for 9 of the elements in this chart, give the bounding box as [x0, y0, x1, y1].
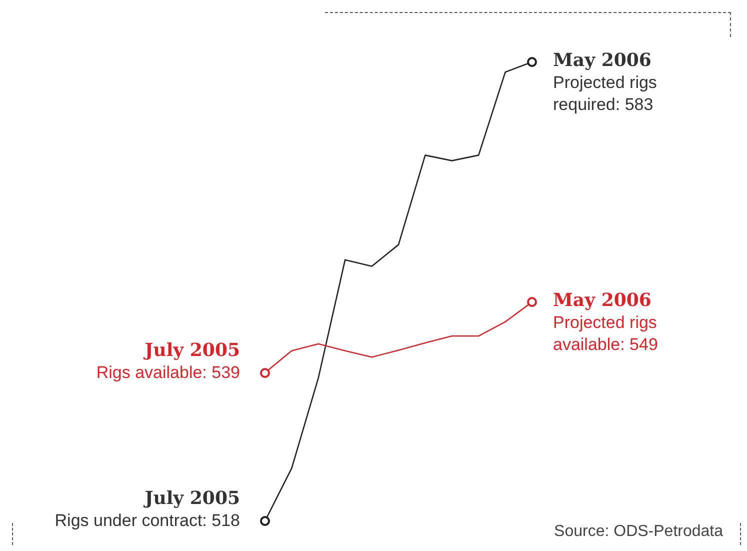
text: May 2006: [553, 50, 652, 72]
text: May 2006: [553, 290, 652, 312]
text: Rigs under contract: 518: [54, 510, 240, 532]
text: Rigs available: 539: [96, 362, 240, 384]
source-note: Source: ODS-Petrodata: [554, 523, 723, 541]
text: Projected rigs required: 583: [553, 72, 658, 116]
text: Projected rigs available: 549: [553, 312, 659, 356]
text: July 2005: [142, 488, 240, 510]
text: July 2005: [142, 340, 240, 362]
